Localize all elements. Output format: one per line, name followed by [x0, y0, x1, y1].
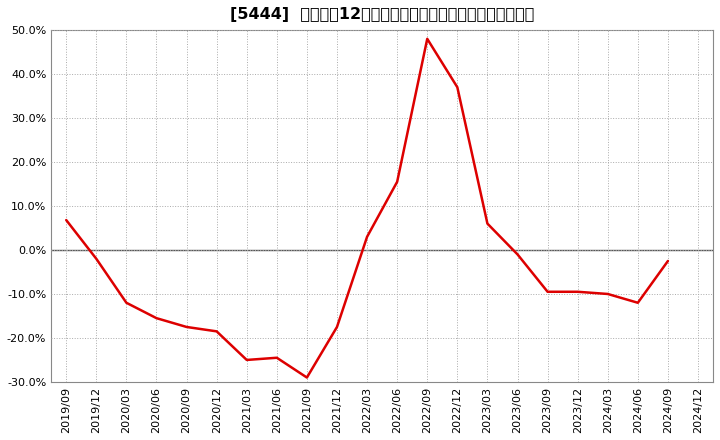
Title: [5444]  売上高の12か月移動合計の対前年同期増減率の推移: [5444] 売上高の12か月移動合計の対前年同期増減率の推移 [230, 7, 534, 22]
